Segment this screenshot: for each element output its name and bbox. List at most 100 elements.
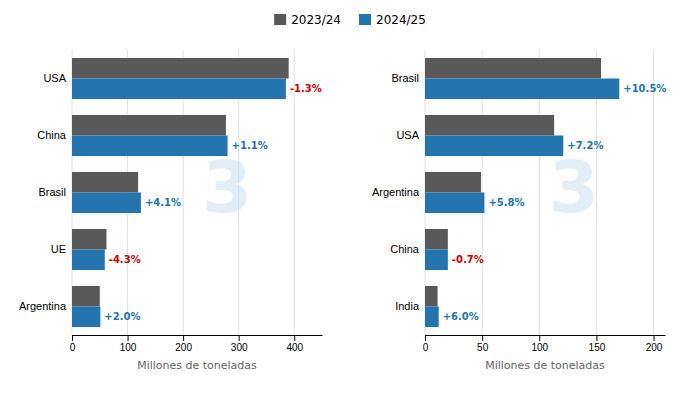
- tick: Argentina: [19, 300, 67, 312]
- tick-label: 200: [175, 342, 192, 353]
- y-axis: Brasil USA Argentina China India: [372, 72, 420, 312]
- series: [425, 79, 619, 328]
- bar: [72, 58, 289, 79]
- chart: 3-1.3%+1.1%+4.1%-4.3%+2.0%0100200300400U…: [0, 0, 700, 400]
- tick: Argentina: [372, 186, 420, 198]
- tick: China: [390, 243, 420, 255]
- pct-label: +10.5%: [623, 83, 666, 94]
- tick-label: 0: [423, 342, 429, 353]
- tick-mark: [239, 335, 240, 341]
- bar: [72, 229, 106, 250]
- tick-label: 0: [70, 342, 76, 353]
- tick: 50: [477, 335, 489, 353]
- bar: [72, 286, 100, 307]
- bar: [72, 172, 138, 193]
- tick-label: Argentina: [372, 186, 420, 198]
- tick: 200: [646, 335, 663, 353]
- tick-label: USA: [43, 72, 66, 84]
- tick-label: 400: [286, 342, 303, 353]
- bar: [72, 193, 141, 214]
- legend-item: 2023/24: [274, 13, 341, 27]
- pct-label: -4.3%: [109, 254, 141, 265]
- tick-mark: [294, 335, 295, 341]
- tick-label: 100: [120, 342, 137, 353]
- pct-label: +2.0%: [104, 311, 140, 322]
- tick: UE: [51, 243, 66, 255]
- bars: [425, 58, 619, 327]
- bars: [72, 58, 289, 327]
- tick-mark: [539, 335, 540, 341]
- bar: [425, 229, 448, 250]
- series: [72, 58, 289, 307]
- legend: 2023/24 2024/25: [274, 13, 426, 27]
- tick-label: Brasil: [391, 72, 419, 84]
- bar: [425, 58, 601, 79]
- tick-label: Argentina: [19, 300, 67, 312]
- tick-mark: [596, 335, 597, 341]
- pct-label: +6.0%: [443, 311, 479, 322]
- tick: India: [395, 300, 420, 312]
- x-axis-line: [426, 335, 666, 336]
- tick-label: UE: [51, 243, 66, 255]
- series: [72, 79, 286, 328]
- watermark: 3: [549, 145, 599, 229]
- bar: [425, 136, 563, 157]
- bar: [72, 136, 228, 157]
- legend-swatch: [359, 14, 371, 25]
- bar: [425, 307, 439, 328]
- y-axis: USA China Brasil UE Argentina: [19, 72, 67, 312]
- pct-label: +7.2%: [567, 140, 603, 151]
- legend-label: 2023/24: [291, 13, 341, 27]
- bar: [72, 307, 100, 328]
- tick: 0: [70, 335, 76, 353]
- bar: [72, 79, 286, 100]
- tick: 400: [286, 335, 303, 353]
- bar: [425, 193, 484, 214]
- tick: Brasil: [391, 72, 419, 84]
- tick-label: 300: [231, 342, 248, 353]
- pct-label: -0.7%: [452, 254, 484, 265]
- tick-mark: [654, 335, 655, 341]
- tick: 200: [175, 335, 192, 353]
- tick-label: 200: [646, 342, 663, 353]
- tick: China: [37, 129, 67, 141]
- tick: Brasil: [38, 186, 66, 198]
- tick-label: Brasil: [38, 186, 66, 198]
- tick: USA: [396, 129, 419, 141]
- legend-item: 2024/25: [359, 13, 426, 27]
- tick-mark: [128, 335, 129, 341]
- bar: [72, 250, 105, 271]
- tick-label: India: [395, 300, 420, 312]
- panel: 3 +10.5% +7.2% +5.8% -0.7% +6.0% 0 50 100 150 200 B…: [372, 50, 666, 372]
- tick: USA: [43, 72, 66, 84]
- tick: 100: [531, 335, 548, 353]
- x-axis-line: [73, 335, 323, 336]
- tick-label: 50: [477, 342, 489, 353]
- bar: [72, 115, 226, 136]
- x-axis-title: Millones de toneladas: [485, 359, 605, 372]
- tick-label: USA: [396, 129, 419, 141]
- tick: 100: [120, 335, 137, 353]
- tick-mark: [425, 335, 426, 341]
- watermark: 3: [202, 145, 252, 229]
- x-axis-title: Millones de toneladas: [137, 359, 257, 372]
- tick-label: China: [390, 243, 420, 255]
- bar: [425, 115, 554, 136]
- tick-label: 100: [531, 342, 548, 353]
- pct-label: +4.1%: [145, 197, 181, 208]
- legend-label: 2024/25: [376, 13, 426, 27]
- bar: [425, 172, 481, 193]
- tick-mark: [482, 335, 483, 341]
- grid: [425, 50, 654, 335]
- panel: 3-1.3%+1.1%+4.1%-4.3%+2.0%0100200300400U…: [19, 50, 323, 372]
- tick: 300: [231, 335, 248, 353]
- tick-mark: [72, 335, 73, 341]
- bar: [425, 250, 448, 271]
- pct-label: -1.3%: [290, 83, 322, 94]
- tick-mark: [183, 335, 184, 341]
- tick: 0: [423, 335, 429, 353]
- tick-label: 150: [589, 342, 606, 353]
- x-axis: 0 50 100 150 200: [423, 335, 666, 353]
- bar: [425, 286, 438, 307]
- pct-label: +5.8%: [488, 197, 524, 208]
